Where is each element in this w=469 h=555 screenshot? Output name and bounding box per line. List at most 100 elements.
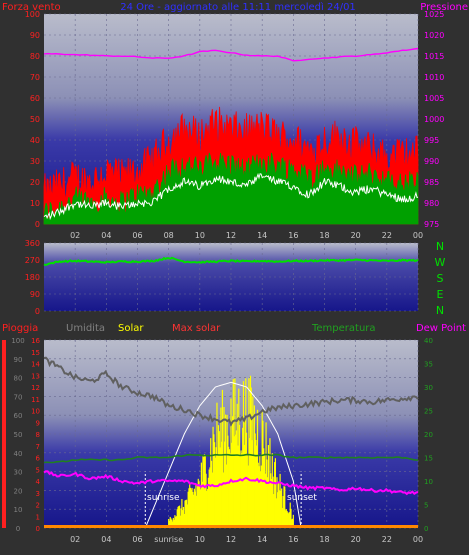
wind-y-tick: 70 — [30, 73, 40, 82]
sunset-annotation: sunset — [287, 493, 317, 503]
compass-label-n-top: N — [436, 240, 444, 253]
pressure-series — [43, 47, 419, 62]
pressure-y-tick: 1010 — [424, 73, 444, 82]
direction-y-tick: 270 — [25, 256, 40, 265]
wind-y-tick: 50 — [30, 115, 40, 124]
chart-title: 24 Ore - aggiornato alle 11:11 mercoledì… — [120, 1, 356, 13]
legend-temperature: Temperatura — [311, 323, 376, 334]
time-x-tick: 18 — [319, 231, 329, 240]
humidity-y-tick: 10 — [14, 506, 23, 514]
rain-y-tick: 4 — [36, 478, 41, 486]
pressure-y-tick: 1000 — [424, 115, 444, 124]
time-x-tick: 22 — [382, 231, 392, 240]
pressure-label: Pressione — [420, 2, 468, 13]
temperature-y-tick: 5 — [424, 502, 428, 510]
wind-speed-series — [43, 172, 419, 221]
time-x-tick: 18 — [319, 535, 329, 544]
sunrise-annotation: sunrise — [147, 493, 180, 503]
time-x-tick: 12 — [226, 535, 236, 544]
wind-direction-series — [43, 256, 419, 267]
time-x-tick: 02 — [70, 231, 80, 240]
compass-label-n-bottom: N — [436, 304, 444, 317]
humidity-y-tick: 50 — [14, 431, 23, 439]
weather-legend: Pioggia Umidita Solar Max solar Temperat… — [2, 323, 466, 334]
humidity-y-tick: 0 — [16, 525, 20, 533]
legend-dew-point: Dew Point — [416, 323, 466, 334]
pressure-y-tick: 975 — [424, 220, 439, 229]
pressure-y-tick: 995 — [424, 136, 439, 145]
time-x-tick: 00 — [413, 535, 423, 544]
wind-y-tick: 20 — [30, 178, 40, 187]
rain-series — [44, 525, 418, 528]
compass-labels: N W S E N — [435, 240, 446, 317]
wind-y-tick: 90 — [30, 31, 40, 40]
temperature-series — [43, 453, 419, 464]
humidity-y-tick: 90 — [14, 356, 23, 364]
pressure-y-tick: 985 — [424, 178, 439, 187]
pressure-y-tick: 1015 — [424, 52, 444, 61]
legend-solar: Solar — [118, 323, 144, 334]
rain-y-tick: 0 — [36, 525, 40, 533]
time-x-tick: 06 — [132, 535, 142, 544]
wind-y-tick: 30 — [30, 157, 40, 166]
wind-y-tick: 10 — [30, 199, 40, 208]
time-x-tick: sunrise — [154, 535, 183, 544]
humidity-y-tick: 100 — [11, 337, 24, 345]
direction-y-tick: 90 — [30, 290, 40, 299]
rain-y-tick: 8 — [36, 431, 40, 439]
time-x-tick: 14 — [257, 231, 267, 240]
wind-y-tick: 100 — [25, 10, 40, 19]
rain-scale-bar — [2, 340, 6, 528]
time-x-tick: 20 — [351, 231, 361, 240]
pressure-y-tick: 1005 — [424, 94, 444, 103]
time-x-tick: 10 — [195, 231, 205, 240]
direction-y-tick: 180 — [25, 273, 40, 282]
rain-y-tick: 1 — [36, 513, 40, 521]
humidity-y-tick: 80 — [14, 375, 23, 383]
direction-y-tick: 360 — [25, 239, 40, 248]
rain-y-tick: 7 — [36, 443, 40, 451]
humidity-y-tick: 60 — [14, 412, 23, 420]
wind-y-tick: 0 — [35, 220, 40, 229]
wind-force-label: Forza vento — [2, 2, 61, 13]
time-x-tick: 20 — [351, 535, 361, 544]
time-x-tick: 02 — [70, 535, 80, 544]
time-x-tick: 06 — [132, 231, 142, 240]
legend-max-solar: Max solar — [172, 323, 221, 334]
humidity-y-tick: 70 — [14, 393, 23, 401]
max-solar-series — [144, 381, 302, 529]
wind-y-tick: 60 — [30, 94, 40, 103]
rain-y-tick: 5 — [36, 466, 40, 474]
direction-y-tick: 0 — [35, 307, 40, 316]
rain-y-tick: 13 — [31, 372, 40, 380]
humidity-y-tick: 30 — [14, 469, 23, 477]
compass-label-e: E — [437, 288, 444, 301]
temperature-y-tick: 40 — [424, 337, 433, 345]
temperature-y-tick: 25 — [424, 408, 433, 416]
legend-humidity: Umidita — [66, 323, 105, 334]
compass-label-w: W — [435, 256, 446, 269]
temperature-y-tick: 20 — [424, 431, 433, 439]
pressure-y-tick: 1020 — [424, 31, 444, 40]
rain-y-tick: 12 — [31, 384, 40, 392]
temperature-y-tick: 35 — [424, 361, 433, 369]
time-x-tick: 10 — [195, 535, 205, 544]
pressure-y-tick: 1025 — [424, 10, 444, 19]
pressure-y-tick: 990 — [424, 157, 439, 166]
humidity-series — [43, 356, 419, 427]
time-x-tick: 22 — [382, 535, 392, 544]
rain-y-tick: 15 — [31, 349, 40, 357]
time-x-tick: 04 — [101, 535, 111, 544]
wind-y-tick: 40 — [30, 136, 40, 145]
temperature-y-tick: 30 — [424, 384, 433, 392]
humidity-y-tick: 20 — [14, 487, 23, 495]
time-x-tick: 00 — [413, 231, 423, 240]
pressure-y-tick: 980 — [424, 199, 439, 208]
rain-y-tick: 16 — [31, 337, 40, 345]
temperature-y-tick: 10 — [424, 478, 433, 486]
temperature-y-tick: 0 — [424, 525, 428, 533]
rain-y-tick: 9 — [36, 419, 40, 427]
legend-rain: Pioggia — [2, 323, 38, 334]
